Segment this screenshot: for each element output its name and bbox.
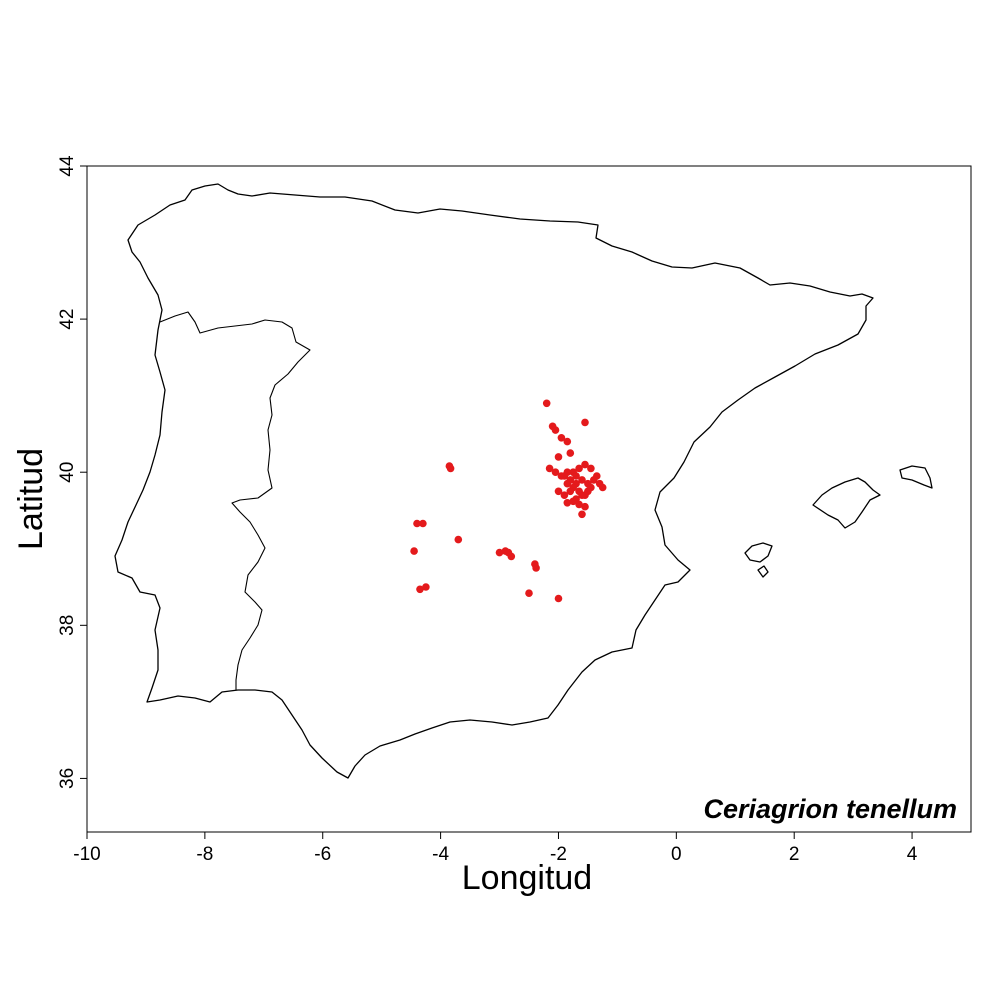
occurrence-point	[560, 491, 569, 500]
occurrence-points	[410, 399, 607, 603]
x-tick-label: -8	[196, 844, 213, 865]
y-tick-label: 38	[57, 615, 78, 636]
occurrence-point	[545, 464, 554, 473]
y-tick-label: 40	[57, 462, 78, 483]
occurrence-point	[581, 460, 589, 469]
occurrence-point	[525, 589, 533, 597]
occurrence-point	[575, 500, 583, 509]
occurrence-point	[578, 476, 586, 484]
occurrence-point	[551, 426, 560, 434]
occurrence-point	[581, 502, 589, 511]
occurrence-point	[572, 472, 580, 480]
occurrence-point	[554, 453, 563, 461]
x-tick-label: -10	[73, 844, 100, 865]
occurrence-point	[566, 449, 575, 457]
plot-frame	[86, 165, 972, 833]
y-axis-ticks: 36 38 40 42 44	[57, 155, 87, 789]
occurrence-point	[416, 585, 424, 594]
occurrence-point	[578, 510, 586, 519]
formentera-island	[757, 565, 769, 578]
spain-portugal-border	[159, 311, 311, 690]
menorca-island	[899, 465, 933, 489]
occurrence-point	[422, 583, 430, 591]
occurrence-point	[495, 548, 504, 557]
occurrence-point	[595, 479, 604, 488]
occurrence-point	[575, 464, 583, 473]
x-axis-ticks: -10 -8 -6 -4 -2 0 2 4	[73, 832, 918, 865]
occurrence-point	[590, 476, 598, 484]
occurrence-point	[542, 399, 551, 408]
iberia-coastline	[114, 183, 874, 779]
x-tick-label: 4	[907, 844, 918, 865]
y-tick-label: 36	[57, 768, 78, 789]
y-tick-label: 44	[57, 155, 78, 177]
occurrence-point	[581, 418, 589, 427]
x-tick-label: -4	[432, 844, 449, 865]
occurrence-point	[446, 464, 455, 473]
occurrence-point	[419, 519, 427, 528]
occurrence-point	[563, 499, 572, 507]
occurrence-point	[532, 564, 540, 572]
occurrence-point	[563, 479, 572, 488]
y-tick-label: 42	[57, 309, 78, 330]
occurrence-point	[557, 434, 566, 442]
occurrence-point	[551, 468, 560, 477]
ibiza-island	[744, 542, 773, 563]
x-tick-label: -6	[314, 844, 331, 865]
occurrence-point	[560, 472, 569, 480]
occurrence-point	[587, 464, 595, 473]
species-label: Ceriagrion tenellum	[703, 794, 957, 824]
x-tick-label: 0	[671, 844, 682, 865]
occurrence-point	[578, 491, 586, 500]
occurrence-point	[566, 487, 575, 496]
occurrence-point	[572, 479, 580, 488]
x-tick-label: 2	[789, 844, 800, 865]
occurrence-point	[584, 487, 592, 496]
mallorca-island	[812, 477, 881, 529]
occurrence-point	[563, 437, 572, 446]
occurrence-point	[507, 552, 516, 561]
x-axis-title: Longitud	[462, 859, 592, 897]
y-axis-title: Latitud	[12, 448, 50, 550]
occurrence-point	[410, 547, 418, 555]
occurrence-point	[454, 535, 463, 544]
occurrence-point	[413, 519, 421, 528]
occurrence-point	[569, 497, 577, 506]
occurrence-point	[554, 487, 563, 496]
x-tick-label: -2	[550, 844, 567, 865]
occurrence-point	[554, 594, 563, 603]
